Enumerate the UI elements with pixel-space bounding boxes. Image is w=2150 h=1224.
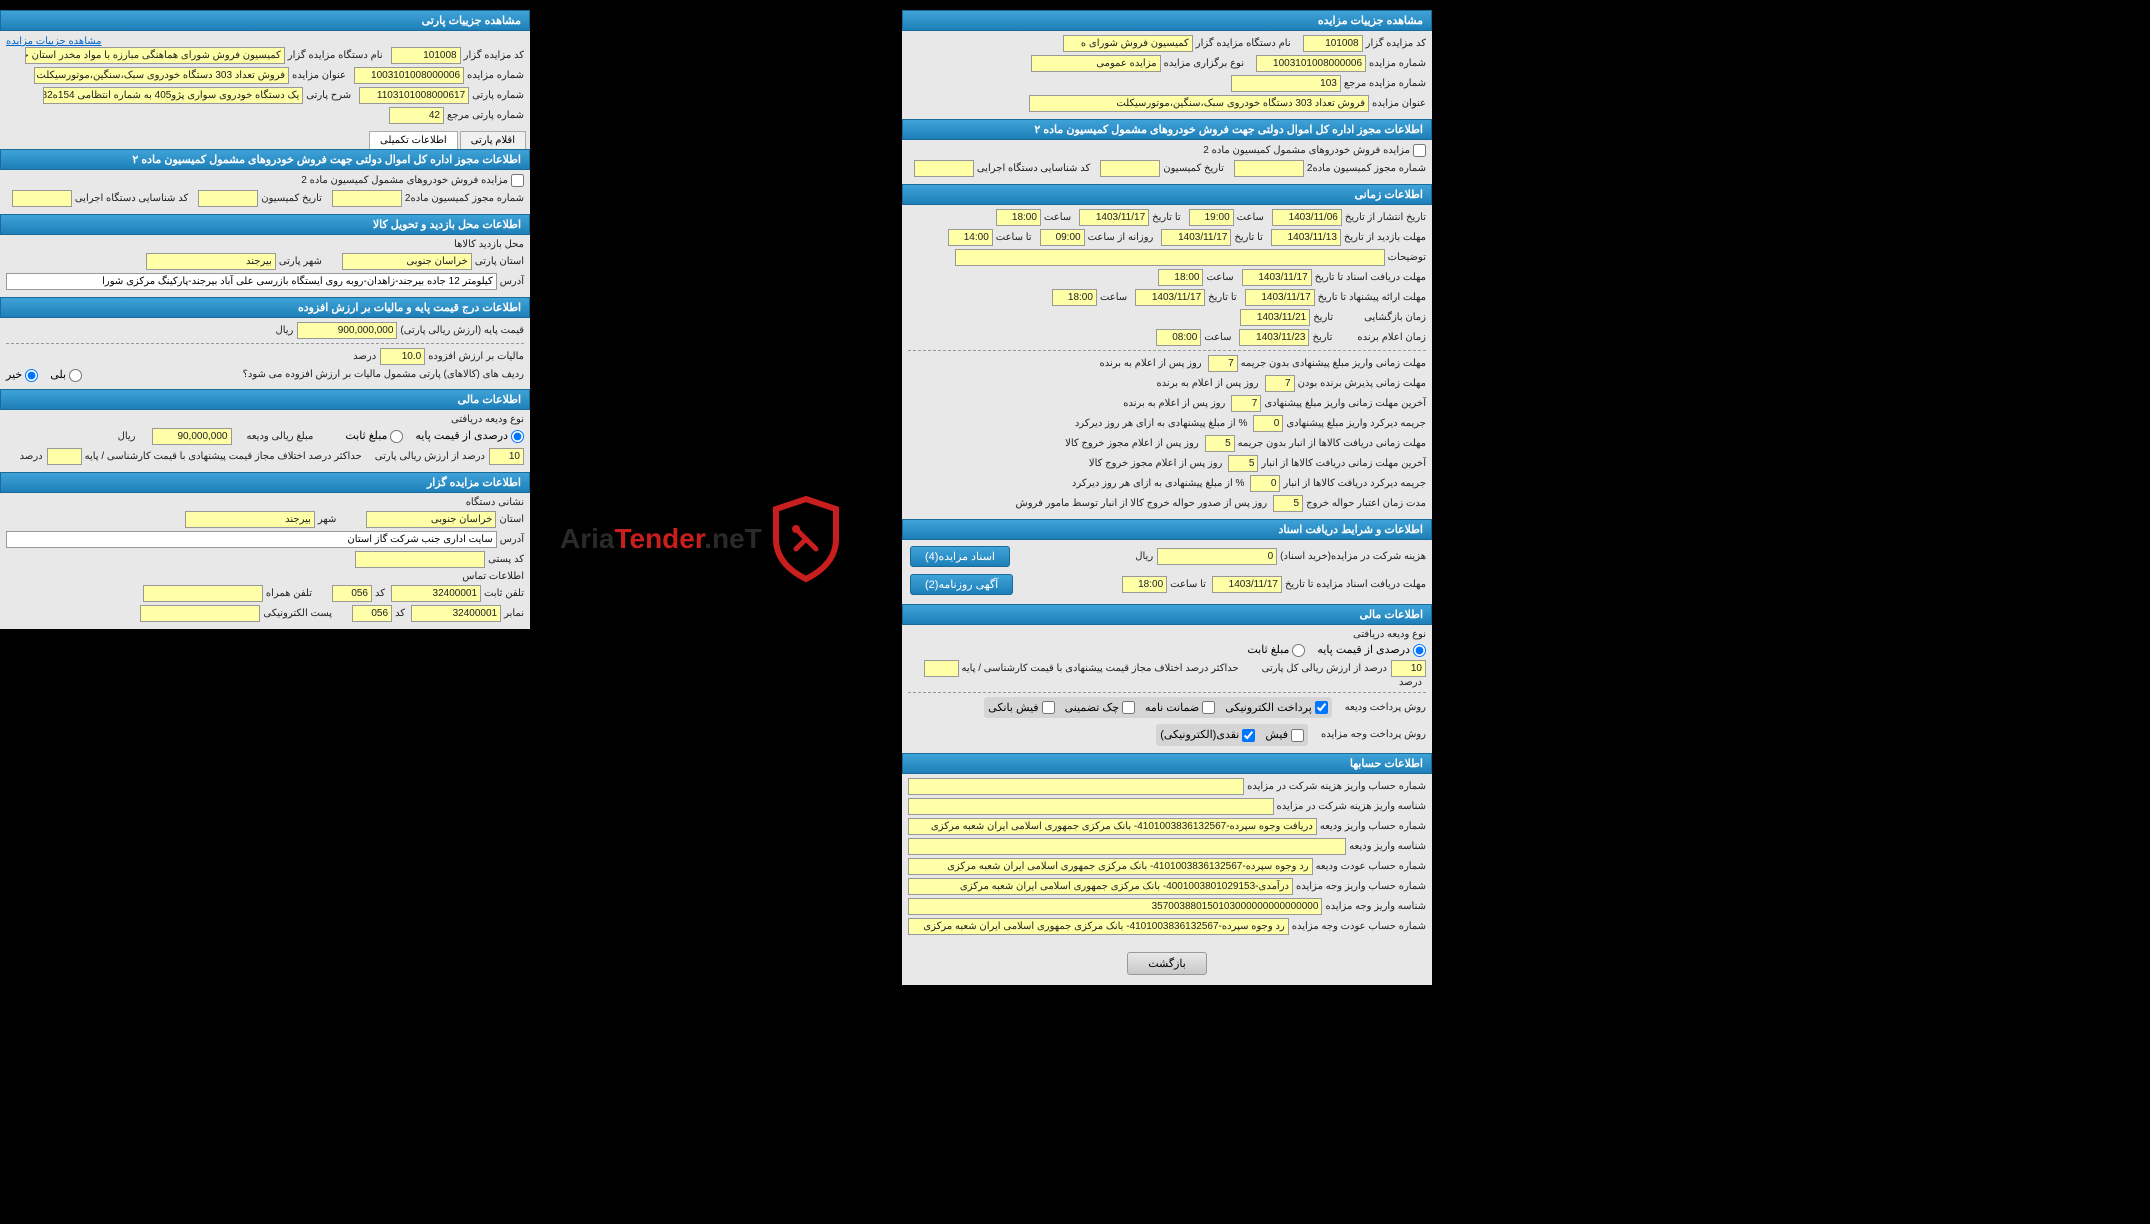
party-header: مشاهده جزییات پارتی	[0, 10, 530, 31]
title-label: عنوان مزایده	[1372, 98, 1426, 109]
commission-date-field	[1100, 160, 1160, 177]
title-field: فروش تعداد 303 دستگاه خودروی سبک،سنگین،م…	[1029, 95, 1369, 112]
docs-header: اطلاعات و شرایط دریافت اسناد	[902, 519, 1432, 540]
time-header: اطلاعات زمانی	[902, 184, 1432, 205]
tabs: اقلام پارتی اطلاعات تکمیلی	[0, 131, 530, 149]
percent-base-radio[interactable]: درصدی از قیمت پایه	[1317, 643, 1426, 657]
price-header: اطلاعات درج قیمت پایه و مالیات بر ارزش ا…	[0, 297, 530, 318]
acc1-field	[908, 778, 1244, 795]
permit-checkbox[interactable]	[1413, 144, 1426, 157]
ref-field: 103	[1231, 75, 1341, 92]
auction-cash-check[interactable]: نقدی(الکترونیکی)	[1160, 728, 1255, 742]
tab-items[interactable]: اقلام پارتی	[460, 131, 526, 149]
permit-header: اطلاعات مجوز اداره کل اموال دولتی جهت فر…	[902, 119, 1432, 140]
num-label: شماره مزایده	[1369, 58, 1426, 69]
acc4-field	[908, 838, 1346, 855]
organizer-header: اطلاعات مزایده گزار	[0, 472, 530, 493]
logo-text: AriaTender.neT	[560, 523, 762, 555]
org-field: کمیسیون فروش شورای ه	[1063, 35, 1193, 52]
logo-shield-icon	[766, 494, 846, 584]
pay-check-check[interactable]: چک تضمینی	[1065, 701, 1135, 715]
financial-header: اطلاعات مالی	[902, 604, 1432, 625]
code-field: 101008	[1303, 35, 1363, 52]
vat-no-radio[interactable]: خیر	[6, 368, 38, 382]
type-field: مزایده عمومی	[1031, 55, 1161, 72]
fixed-radio[interactable]: مبلغ ثابت	[1247, 643, 1305, 657]
vat-yes-radio[interactable]: بلی	[50, 368, 82, 382]
auction-header: مشاهده جزییات مزایده	[902, 10, 1432, 31]
permit-checkbox-2[interactable]	[511, 174, 524, 187]
type-label: نوع برگزاری مزایده	[1164, 58, 1244, 69]
acc2-field	[908, 798, 1274, 815]
tab-details[interactable]: اطلاعات تکمیلی	[369, 131, 458, 149]
financial-header-2: اطلاعات مالی	[0, 389, 530, 410]
party-details-panel: مشاهده جزییات پارتی مشاهده جزییات مزایده…	[0, 10, 530, 629]
ref-label: شماره مزایده مرجع	[1344, 78, 1426, 89]
auction-details-panel: مشاهده جزییات مزایده کد مزایده گزار 1010…	[902, 10, 1432, 985]
accounts-header: اطلاعات حسابها	[902, 753, 1432, 774]
org-label: نام دستگاه مزایده گزار	[1196, 38, 1291, 49]
ad-button[interactable]: آگهی روزنامه(2)	[910, 574, 1013, 595]
docs-button[interactable]: اسناد مزایده(4)	[910, 546, 1010, 567]
permit-num-field	[1234, 160, 1304, 177]
logo: AriaTender.neT	[560, 494, 846, 584]
view-auction-link[interactable]: مشاهده جزییات مزایده	[6, 36, 102, 47]
auction-slip-check[interactable]: فیش	[1265, 728, 1304, 742]
location-header: اطلاعات محل بازدید و تحویل کالا	[0, 214, 530, 235]
desc-field	[955, 249, 1385, 266]
code-label: کد مزایده گزار	[1366, 38, 1426, 49]
fixed-radio-2[interactable]: مبلغ ثابت	[345, 429, 403, 443]
back-button[interactable]: بازگشت	[1127, 952, 1207, 975]
exec-code-field	[914, 160, 974, 177]
permit-header-2: اطلاعات مجوز اداره کل اموال دولتی جهت فر…	[0, 149, 530, 170]
pay-electronic-check[interactable]: پرداخت الکترونیکی	[1225, 701, 1328, 715]
pay-guarantee-check[interactable]: ضمانت نامه	[1145, 701, 1215, 715]
percent-base-radio-2[interactable]: درصدی از قیمت پایه	[415, 429, 524, 443]
num-field: 1003101008000006	[1256, 55, 1366, 72]
pay-slip-check[interactable]: فیش بانکی	[988, 701, 1054, 715]
max-diff-field	[924, 660, 959, 677]
